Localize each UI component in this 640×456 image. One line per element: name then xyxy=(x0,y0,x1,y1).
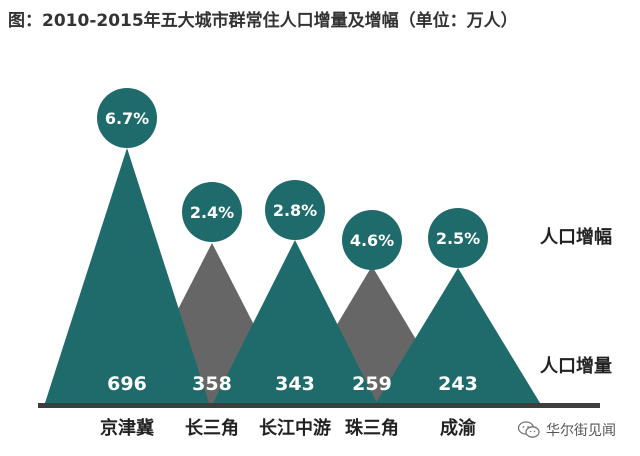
bar-4 xyxy=(376,268,540,403)
rate-label-1: 2.4% xyxy=(190,203,234,222)
rate-circle-2 xyxy=(265,180,325,240)
rate-circle-0 xyxy=(97,88,157,148)
wechat-icon xyxy=(518,421,540,438)
rate-circle-3 xyxy=(342,210,402,270)
bar-0 xyxy=(45,148,209,403)
increase-label-2: 343 xyxy=(275,373,315,395)
increase-label-1: 358 xyxy=(192,373,232,395)
increase-label-3: 259 xyxy=(352,373,392,395)
baseline xyxy=(38,403,600,408)
increase-label-0: 696 xyxy=(107,373,147,395)
watermark-text: 华尔街见闻 xyxy=(546,423,616,439)
increase-label-4: 243 xyxy=(438,373,478,395)
rate-label-4: 2.5% xyxy=(436,229,480,248)
watermark: 华尔街见闻 xyxy=(518,420,616,440)
category-label-4: 成渝 xyxy=(440,417,477,439)
chart-title: 图：2010-2015年五大城市群常住人口增量及增幅（单位：万人） xyxy=(8,11,518,31)
rate-circle-1 xyxy=(182,182,242,242)
rate-label-0: 6.7% xyxy=(105,109,149,128)
category-label-2: 长江中游 xyxy=(259,417,331,439)
legend-rate-label: 人口增幅 xyxy=(540,226,612,248)
category-label-0: 京津冀 xyxy=(100,417,154,439)
rate-circle-4 xyxy=(428,208,488,268)
rate-label-3: 4.6% xyxy=(350,231,394,250)
category-label-1: 长三角 xyxy=(185,417,239,439)
rate-label-2: 2.8% xyxy=(273,201,317,220)
category-label-3: 珠三角 xyxy=(345,417,399,439)
legend-increase-label: 人口增量 xyxy=(540,355,612,377)
bar-2 xyxy=(213,240,377,403)
